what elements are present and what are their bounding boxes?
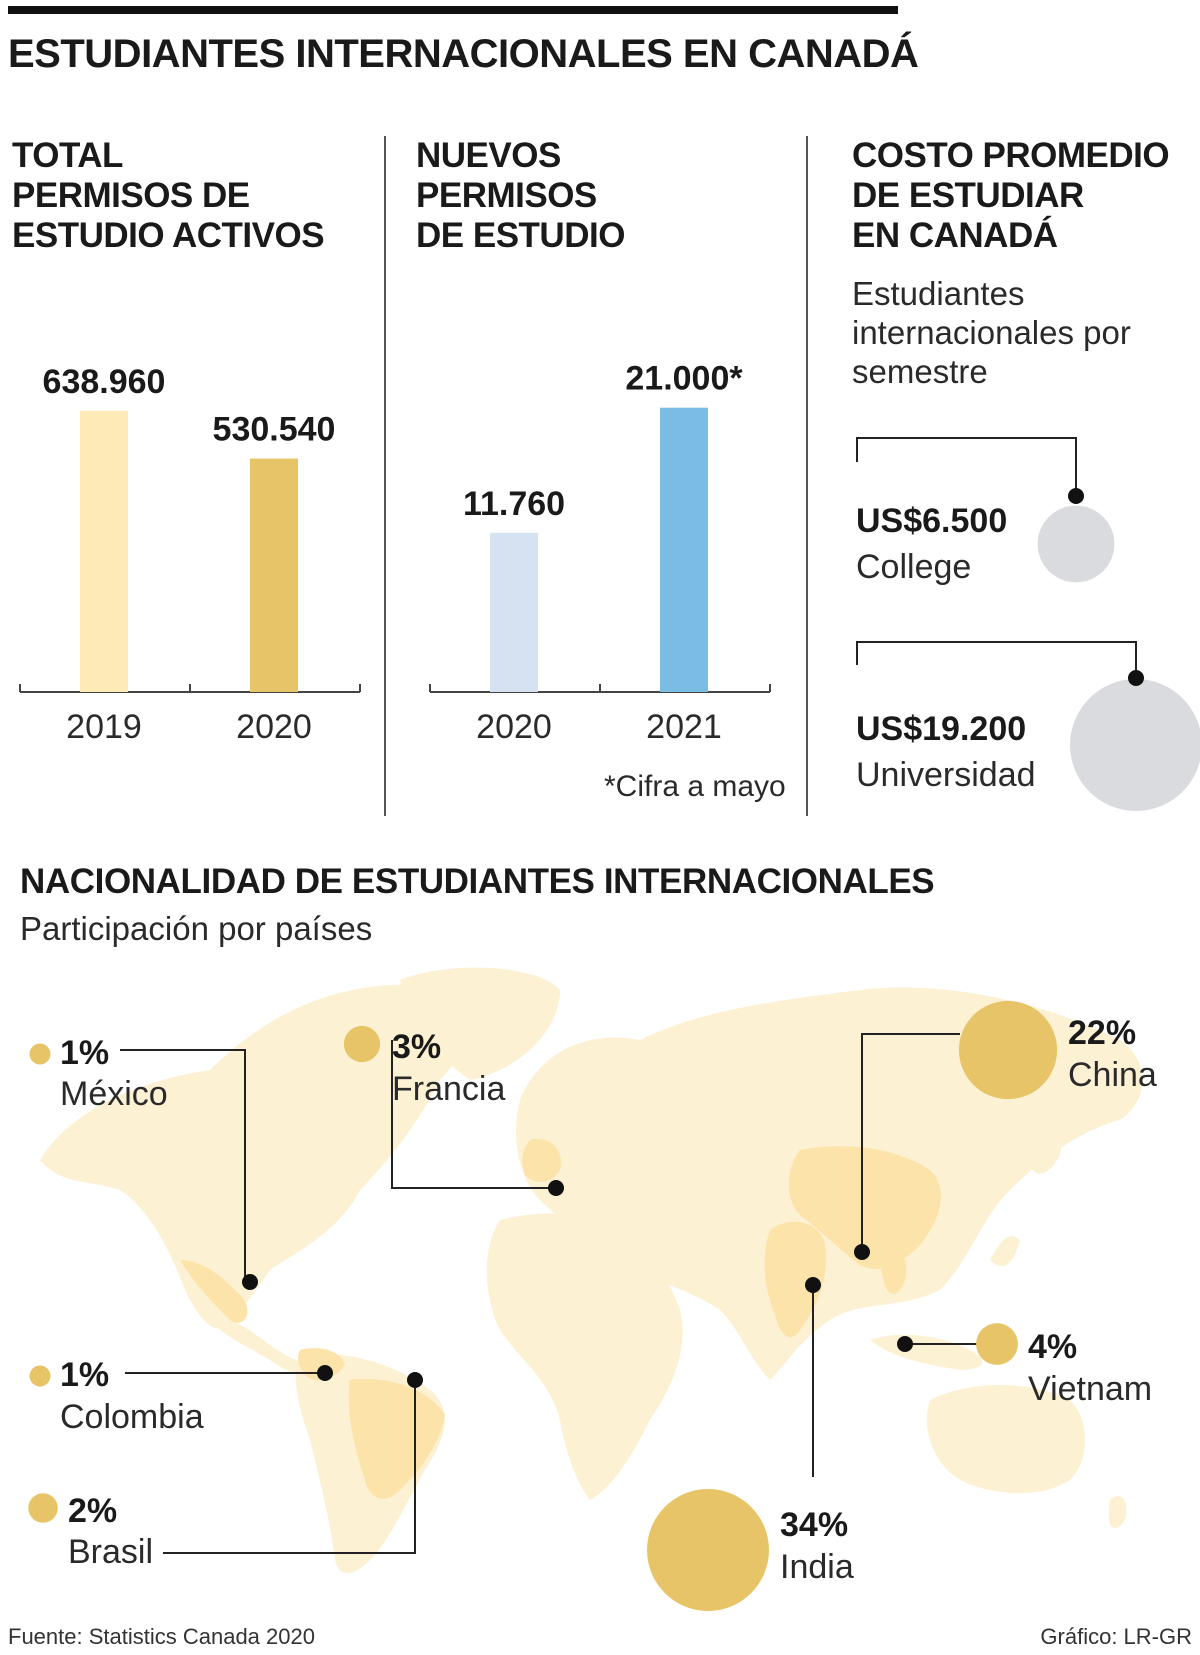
colombia-pct: 1% [60,1356,110,1394]
university-label: Universidad [856,756,1036,794]
mexico-dot [242,1274,258,1290]
leader-lines [120,1033,977,1554]
new-bar-2021 [660,407,708,692]
france-pct: 3% [392,1028,442,1066]
brasil-label: Brasil [68,1533,154,1571]
new-value-label: 21.000* [625,360,743,398]
brasil-pct: 2% [68,1492,118,1530]
new-bar-2020 [490,532,538,692]
mexico-label: México [60,1075,168,1113]
page-title: ESTUDIANTES INTERNACIONALES EN CANADÁ [8,32,919,76]
colombia-label: Colombia [60,1398,204,1436]
new-value-label: 11.760 [463,485,565,523]
map-highlights [180,1139,941,1499]
nationality-title: NACIONALIDAD DE ESTUDIANTES INTERNACIONA… [20,862,935,901]
footnote: *Cifra a mayo [604,770,786,803]
divider-2 [806,136,808,816]
total-bar-2020 [250,458,298,692]
total-category-label: 2019 [66,708,142,746]
chart-new-permits: 11.760 2020 21.000* 2021 [429,360,771,746]
panel-cost-subtitle: Estudiantes internacionales por semestre [852,275,1131,390]
total-bar-2019 [80,410,128,692]
panel-new-title: NUEVOS PERMISOS DE ESTUDIO [416,136,625,255]
share-bubbles [28,1000,1058,1611]
total-category-label: 2020 [236,708,312,746]
mexico-bubble [29,1043,51,1065]
college-label: College [856,548,972,586]
india-bubble [647,1489,769,1611]
india-dot [805,1277,821,1293]
brasil-dot [407,1372,423,1388]
title-rule [8,6,898,14]
panel-total-title: TOTAL PERMISOS DE ESTUDIO ACTIVOS [12,136,325,255]
vietnam-pct: 4% [1028,1328,1078,1366]
colombia-dot [317,1365,333,1381]
france-bubble [343,1025,381,1063]
china-dot [854,1244,870,1260]
colombia-bubble [29,1365,51,1387]
chart-total-permits: 638.960 2019 530.540 2020 [19,363,361,746]
divider-1 [384,136,386,816]
brasil-bubble [28,1493,58,1523]
credit-note: Gráfico: LR-GR [1040,1624,1192,1649]
nationality-subtitle: Participación por países [20,910,373,947]
college-cost-circle [1037,505,1115,583]
mexico-pct: 1% [60,1034,110,1072]
new-category-label: 2021 [646,708,722,746]
panel-cost-title: COSTO PROMEDIO DE ESTUDIAR EN CANADÁ [852,136,1170,255]
india-label: India [780,1548,854,1586]
source-note: Fuente: Statistics Canada 2020 [8,1624,315,1649]
university-cost-value: US$19.200 [856,710,1027,748]
new-category-label: 2020 [476,708,552,746]
france-label: Francia [392,1070,506,1108]
world-map [28,967,1143,1611]
india-pct: 34% [780,1506,849,1544]
china-bubble [958,1000,1058,1100]
vietnam-dot [897,1336,913,1352]
total-value-label: 530.540 [213,411,336,449]
country-dots [242,1180,913,1388]
total-value-label: 638.960 [43,363,166,401]
college-cost-value: US$6.500 [856,502,1008,540]
china-label: China [1068,1056,1157,1094]
university-cost-circle [1070,679,1200,811]
france-dot [548,1180,564,1196]
cost-bubbles [856,437,1200,811]
vietnam-bubble [976,1323,1018,1365]
vietnam-label: Vietnam [1028,1370,1153,1408]
china-pct: 22% [1068,1014,1137,1052]
